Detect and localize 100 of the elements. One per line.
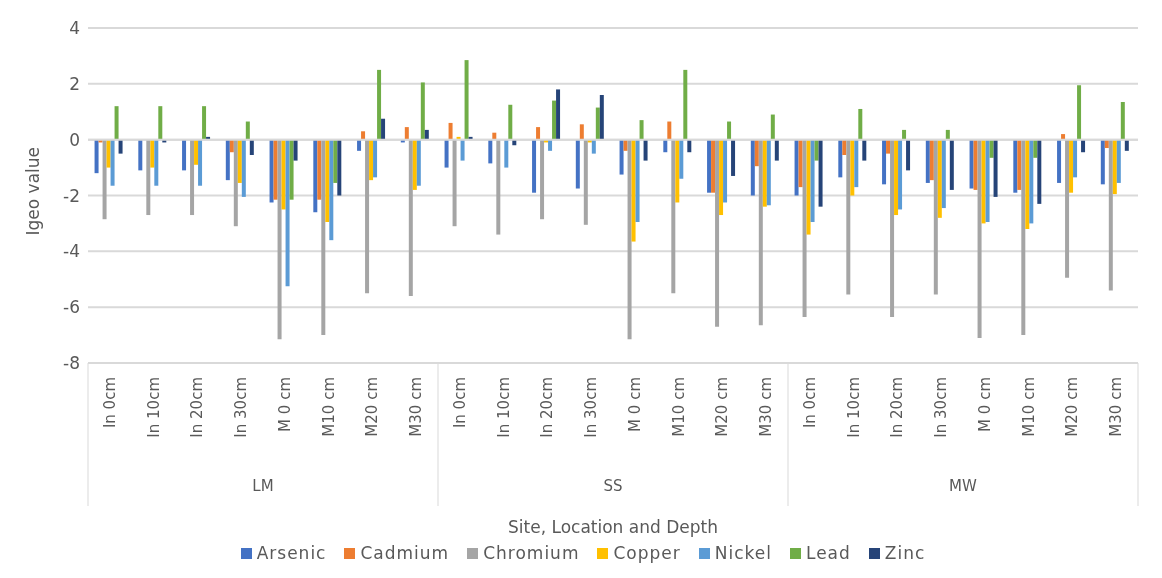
bar — [460, 139, 465, 161]
bar — [774, 139, 779, 161]
bar — [846, 139, 851, 295]
x-axis-title: Site, Location and Depth — [508, 517, 718, 537]
bar — [146, 139, 151, 216]
x-tick-label: In 30cm — [582, 377, 601, 438]
y-tick-label: -8 — [63, 353, 80, 374]
bar — [925, 139, 930, 183]
bar — [277, 139, 282, 340]
bar — [583, 139, 588, 225]
bar — [110, 139, 115, 186]
bar — [675, 139, 680, 203]
bar — [770, 114, 775, 140]
bar — [850, 139, 855, 196]
bar — [619, 139, 624, 175]
bar — [1073, 139, 1078, 178]
x-tick-label: M30 cm — [757, 377, 776, 437]
bar — [679, 139, 684, 179]
y-tick-label: 2 — [69, 73, 80, 94]
bar — [1021, 139, 1026, 336]
bar — [890, 139, 895, 317]
bar — [556, 89, 561, 140]
bar — [802, 139, 807, 317]
bar — [269, 139, 274, 203]
bar — [532, 139, 537, 193]
legend-label: Lead — [804, 543, 851, 563]
y-tick-label: 0 — [69, 129, 80, 150]
bar — [969, 139, 974, 189]
bar — [1029, 139, 1034, 224]
bar — [1116, 139, 1121, 183]
bar — [806, 139, 811, 235]
bar — [536, 127, 541, 140]
y-tick-label: -4 — [63, 241, 80, 262]
bar — [949, 139, 954, 190]
bar — [643, 139, 648, 161]
bar — [575, 139, 580, 189]
y-tick-label: -2 — [63, 185, 80, 206]
bar — [671, 139, 676, 294]
bar — [114, 106, 119, 140]
legend-label: Copper — [612, 543, 681, 563]
bar — [1120, 101, 1125, 140]
bar — [794, 139, 799, 196]
x-tick-label: In 30cm — [232, 377, 251, 438]
bar — [333, 139, 338, 183]
bar — [325, 139, 330, 223]
bar — [313, 139, 318, 213]
bar — [365, 139, 370, 294]
bar — [102, 139, 107, 220]
bar — [190, 139, 195, 216]
bar — [369, 139, 374, 181]
bar — [237, 139, 242, 183]
x-tick-label: In 10cm — [144, 377, 163, 438]
bar — [639, 120, 644, 140]
bar — [1057, 139, 1062, 183]
bar — [424, 129, 429, 140]
bar — [496, 139, 501, 235]
bar — [504, 139, 509, 168]
x-tick-label: In 20cm — [888, 377, 907, 438]
x-tick-label: In 0cm — [450, 377, 469, 429]
bar — [754, 139, 759, 167]
text: LM — [252, 477, 274, 495]
x-tick-label: M20 cm — [1063, 377, 1082, 437]
bar — [579, 124, 584, 140]
bar — [723, 139, 728, 203]
bar — [464, 60, 469, 140]
bar — [444, 139, 449, 168]
bar — [404, 127, 409, 140]
bar — [750, 139, 755, 196]
bar — [285, 139, 290, 287]
bar — [1025, 139, 1030, 229]
bar — [233, 139, 238, 227]
bar — [225, 139, 230, 181]
bar — [731, 139, 736, 176]
bar — [599, 95, 604, 140]
x-tick-label: In 30cm — [932, 377, 951, 438]
bar — [1065, 139, 1070, 278]
legend-label: Cadmium — [359, 543, 450, 563]
bar — [329, 139, 334, 241]
bar — [202, 106, 207, 140]
bar — [416, 139, 421, 186]
bar — [762, 139, 767, 207]
bar — [977, 139, 982, 338]
bar — [758, 139, 763, 326]
bar — [727, 121, 732, 140]
bar — [985, 139, 990, 223]
bar — [381, 118, 386, 140]
bar — [818, 139, 823, 207]
bar — [452, 139, 457, 227]
bar — [627, 139, 632, 340]
bar — [1112, 139, 1117, 195]
bar — [973, 139, 978, 190]
bar — [154, 139, 159, 186]
bar — [1077, 85, 1082, 140]
bar — [158, 106, 163, 140]
text: MW — [949, 477, 978, 495]
bar — [241, 139, 246, 197]
bar — [933, 139, 938, 295]
bar — [707, 139, 712, 193]
bar — [711, 139, 716, 193]
bar — [766, 139, 771, 206]
